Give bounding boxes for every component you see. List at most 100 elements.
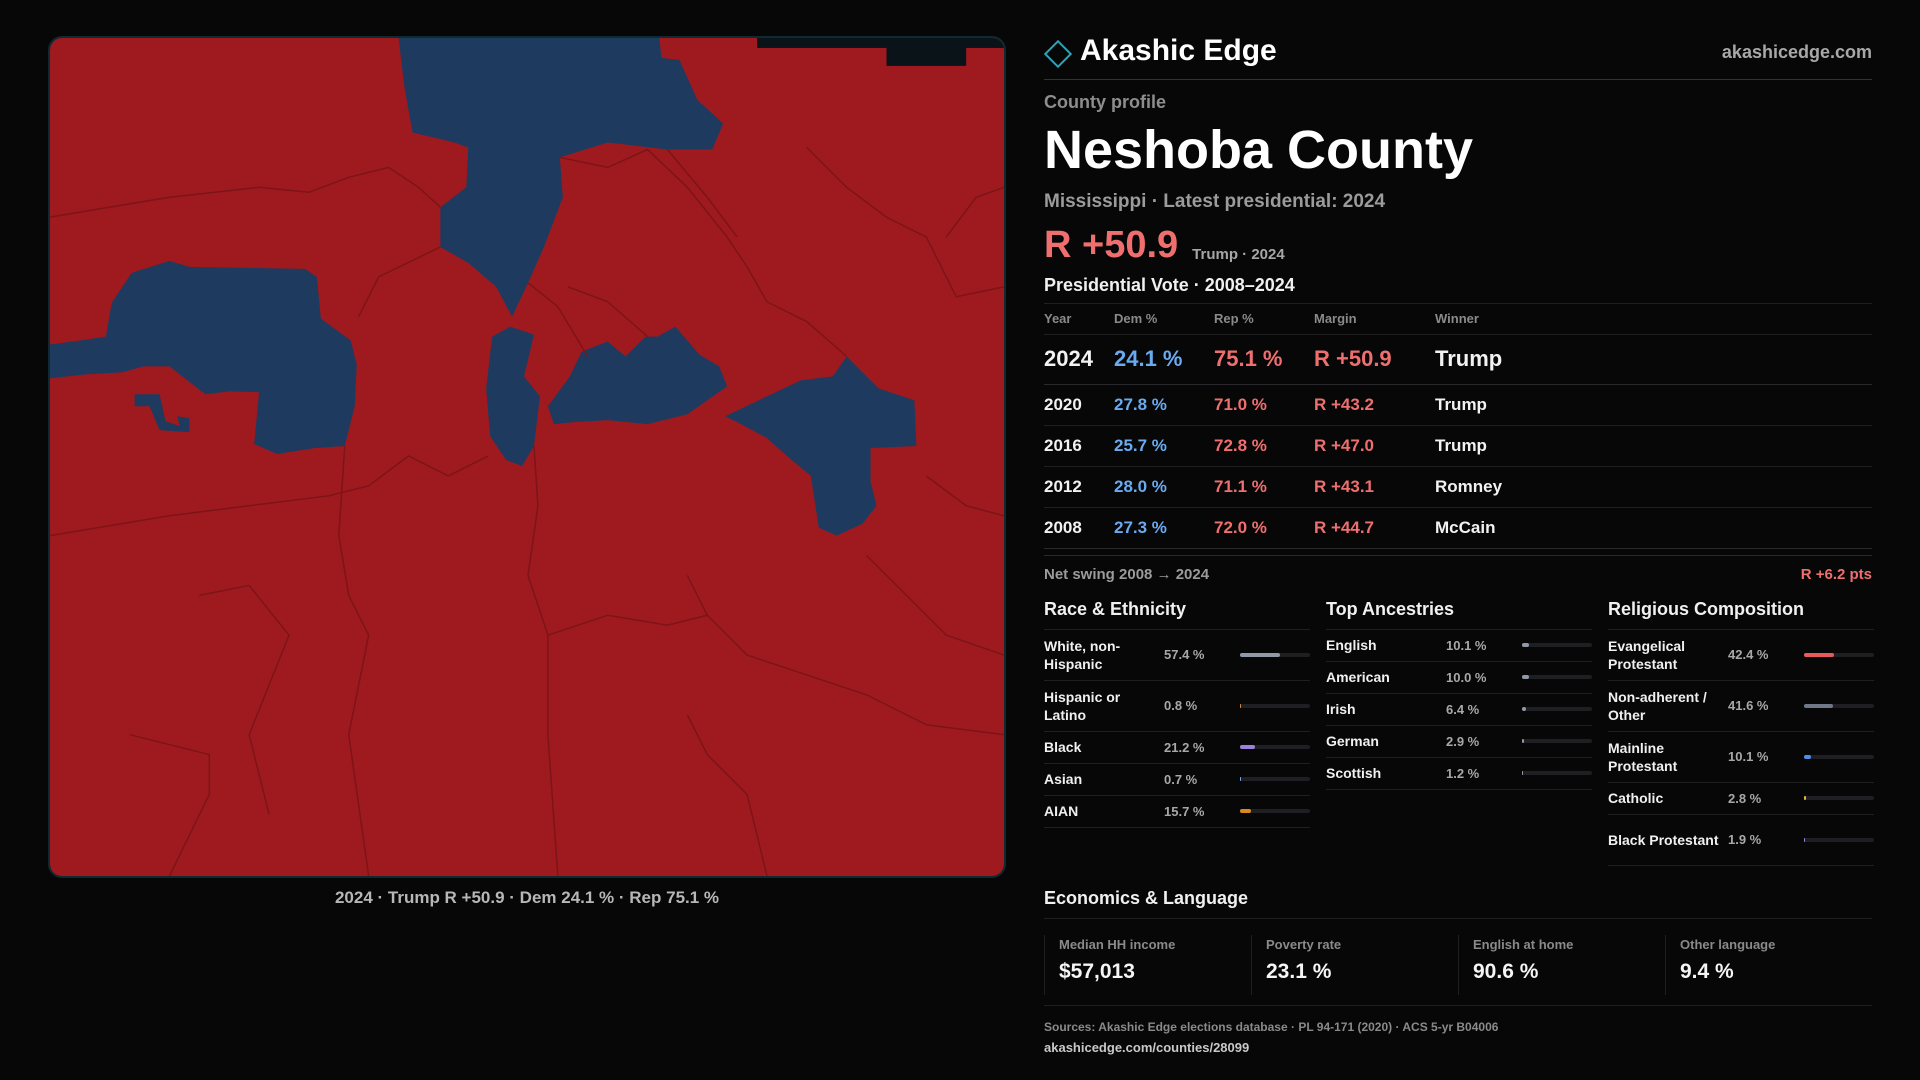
ancestries-section: Top Ancestries English 10.1 % American 1…: [1326, 599, 1592, 866]
race-label: Hispanic or Latino: [1044, 688, 1121, 723]
econ-value: 23.1 %: [1266, 959, 1332, 983]
row-winner: McCain: [1435, 507, 1872, 549]
page-title: Neshoba County: [1044, 120, 1474, 180]
list-item: Scottish 1.2 %: [1326, 758, 1592, 790]
precinct-map-svg[interactable]: [50, 38, 1004, 876]
demographics-grid: Race & Ethnicity White, non-Hispanic 57.…: [1044, 599, 1874, 866]
religion-label: Mainline Protestant: [1608, 739, 1678, 774]
list-item: Asian 0.7 %: [1044, 764, 1310, 796]
ancestry-bar-fill: [1522, 707, 1527, 711]
precinct-map[interactable]: [48, 36, 1006, 878]
religion-label: Non-adherent / Other: [1608, 688, 1707, 723]
ancestry-value: 2.9 %: [1446, 733, 1480, 749]
ancestry-label: Scottish: [1326, 765, 1382, 781]
table-row: 2024 24.1 % 75.1 % R +50.9 Trump: [1044, 334, 1872, 385]
map-democrat-precinct-west[interactable]: [50, 260, 357, 455]
list-item: Irish 6.4 %: [1326, 694, 1592, 726]
econ-label: Poverty rate: [1266, 936, 1342, 952]
brand-name[interactable]: Akashic Edge: [1080, 34, 1277, 67]
table-header-row: Year Dem % Rep % Margin Winner: [1044, 304, 1872, 335]
religion-bar: [1804, 754, 1874, 759]
list-item: German 2.9 %: [1326, 726, 1592, 758]
row-margin: R +43.1: [1314, 466, 1435, 508]
race-section-title: Race & Ethnicity: [1044, 599, 1310, 630]
row-rep: 71.0 %: [1214, 384, 1314, 426]
econ-stat-other-language: Other language 9.4 %: [1665, 934, 1872, 995]
religion-value: 1.9 %: [1728, 832, 1762, 847]
row-year: 2024: [1044, 334, 1114, 385]
religion-bar-fill: [1804, 703, 1834, 708]
headline-result: R +50.9 Trump · 2024: [1044, 221, 1872, 267]
row-rep: 72.8 %: [1214, 425, 1314, 467]
race-value: 21.2 %: [1164, 739, 1205, 755]
econ-value: 9.4 %: [1680, 959, 1734, 983]
race-bar: [1240, 652, 1310, 657]
race-bar: [1240, 745, 1310, 749]
religion-section: Religious Composition Evangelical Protes…: [1608, 599, 1874, 866]
row-year: 2008: [1044, 507, 1114, 549]
religion-label: Black Protestant: [1608, 831, 1719, 848]
ancestry-bar: [1522, 739, 1592, 743]
list-item: Hispanic or Latino 0.8 %: [1044, 681, 1310, 732]
profile-subtitle: Mississippi · Latest presidential: 2024: [1044, 191, 1386, 212]
diamond-logo-icon: [1043, 39, 1073, 69]
economics-section-title: Economics & Language: [1044, 888, 1872, 919]
row-margin: R +47.0: [1314, 425, 1435, 467]
map-democrat-precinct-north[interactable]: [398, 38, 724, 317]
county-url-link[interactable]: akashicedge.com/counties/28099: [1044, 1039, 1250, 1055]
swing-label: Net swing 2008 → 2024: [1044, 565, 1210, 583]
header-rep: Rep %: [1214, 304, 1314, 335]
row-rep: 75.1 %: [1214, 334, 1314, 385]
ancestry-section-title: Top Ancestries: [1326, 599, 1592, 630]
table-row: 2020 27.8 % 71.0 % R +43.2 Trump: [1044, 384, 1872, 426]
row-year: 2020: [1044, 384, 1114, 426]
ancestry-bar-fill: [1522, 643, 1530, 647]
economics-grid: Median HH income $57,013 Poverty rate 23…: [1044, 934, 1872, 1006]
row-margin: R +50.9: [1314, 334, 1435, 385]
ancestry-label: Irish: [1326, 701, 1356, 717]
row-year: 2016: [1044, 425, 1114, 467]
religion-bar: [1804, 796, 1874, 800]
county-profile-panel: Akashic Edge akashicedge.com County prof…: [1043, 32, 1874, 1055]
race-bar: [1240, 809, 1310, 813]
list-item: Catholic 2.8 %: [1608, 783, 1874, 815]
row-rep: 71.1 %: [1214, 466, 1314, 508]
map-democrat-precinct-central-east[interactable]: [547, 326, 728, 425]
brand-header: Akashic Edge akashicedge.com: [1043, 32, 1872, 80]
religion-bar: [1804, 652, 1874, 657]
headline-note: Trump · 2024: [1192, 246, 1285, 263]
econ-label: English at home: [1473, 936, 1574, 952]
econ-stat-median-income: Median HH income $57,013: [1044, 934, 1251, 995]
race-value: 57.4 %: [1164, 647, 1205, 662]
list-item: White, non-Hispanic 57.4 %: [1044, 630, 1310, 681]
religion-value: 41.6 %: [1728, 698, 1769, 713]
ancestry-bar: [1522, 707, 1592, 711]
race-bar-fill: [1240, 809, 1251, 813]
religion-value: 42.4 %: [1728, 647, 1769, 662]
presidential-section-title: Presidential Vote · 2008–2024: [1044, 275, 1872, 304]
ancestry-bar-fill: [1522, 771, 1524, 775]
religion-section-title: Religious Composition: [1608, 599, 1874, 630]
header-year: Year: [1044, 304, 1114, 335]
religion-label: Catholic: [1608, 790, 1664, 806]
race-label: Asian: [1044, 771, 1083, 787]
row-year: 2012: [1044, 466, 1114, 508]
ancestry-value: 1.2 %: [1446, 765, 1480, 781]
row-winner: Trump: [1435, 425, 1872, 467]
race-bar-fill: [1240, 703, 1242, 708]
row-dem: 27.3 %: [1114, 507, 1214, 549]
map-democrat-precinct-east[interactable]: [725, 356, 917, 536]
religion-bar: [1804, 703, 1874, 708]
map-democrat-precinct-center[interactable]: [486, 326, 540, 466]
econ-stat-english-at-home: English at home 90.6 %: [1458, 934, 1665, 995]
race-bar: [1240, 777, 1310, 781]
race-bar-fill: [1240, 777, 1242, 781]
brand-url-link[interactable]: akashicedge.com: [1721, 42, 1872, 62]
religion-bar-fill: [1804, 652, 1834, 657]
list-item: Black Protestant 1.9 %: [1608, 815, 1874, 866]
econ-value: 90.6 %: [1473, 959, 1539, 983]
ancestry-bar: [1522, 675, 1592, 679]
map-democrat-precinct-small-west[interactable]: [134, 394, 190, 433]
race-label: AIAN: [1044, 803, 1079, 819]
row-winner: Trump: [1435, 384, 1872, 426]
